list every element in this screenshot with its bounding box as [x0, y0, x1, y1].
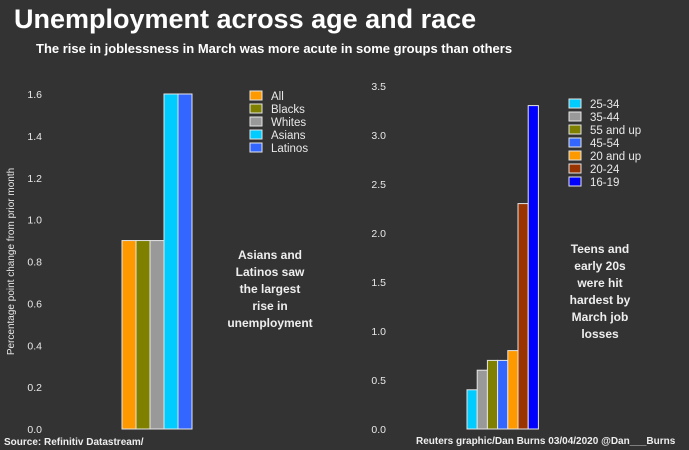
y-tick-label: 2.5 [371, 179, 386, 191]
y-tick-label: 1.6 [27, 89, 42, 101]
legend-label: Whites [271, 117, 306, 129]
y-tick-label: 0.8 [27, 257, 42, 269]
legend-swatch [568, 176, 582, 187]
legend-label: 20 and up [590, 151, 641, 163]
source-note: Source: Refinitiv Datastream/ [4, 437, 144, 448]
y-tick-label: 1.0 [27, 215, 42, 227]
legend-swatch [249, 103, 263, 114]
legend-swatch [249, 142, 263, 153]
legend-label: 35-44 [590, 112, 620, 124]
bar-asians [163, 93, 179, 430]
y-tick-label: 1.0 [371, 326, 386, 338]
legend-label: 20-24 [590, 164, 620, 176]
bar-55-and-up [486, 359, 499, 430]
bar-35-44 [476, 369, 488, 430]
annotation-line: Asians and [238, 248, 302, 262]
bar-20-and-up [507, 350, 519, 430]
bar-blacks [135, 240, 151, 430]
y-tick-label: 0.2 [27, 382, 42, 394]
bar-latinos [177, 93, 193, 430]
legend-label: Asians [271, 130, 306, 142]
y-tick-label: 0.5 [371, 375, 386, 387]
annotation-line: Latinos saw [236, 265, 305, 279]
legend-swatch [568, 150, 582, 161]
chart-subtitle: The rise in joblessness in March was mor… [36, 41, 513, 56]
y-tick-label: 3.0 [371, 130, 386, 142]
annotation-line: March job [572, 310, 629, 324]
bar-all [121, 240, 137, 430]
legend-swatch [568, 98, 582, 109]
legend-label: 55 and up [590, 125, 641, 137]
annotation-line: hardest by [570, 293, 631, 307]
annotation-line: were hit [576, 276, 622, 290]
legend-swatch [568, 124, 582, 135]
y-tick-label: 1.4 [27, 131, 42, 143]
legend-swatch [568, 137, 582, 148]
annotation-line: early 20s [574, 259, 626, 273]
y-tick-label: 2.0 [371, 228, 386, 240]
annotation-line: Teens and [571, 242, 629, 256]
annotation-line: rise in [252, 299, 287, 313]
legend-label: Blacks [271, 104, 305, 116]
y-tick-label: 0.0 [371, 424, 386, 436]
bar-16-19 [527, 105, 539, 430]
legend-swatch [249, 129, 263, 140]
bar-25-34 [466, 389, 478, 430]
legend-swatch [568, 163, 582, 174]
bar-20-24 [517, 203, 529, 430]
legend-label: 45-54 [590, 138, 620, 150]
y-tick-label: 1.2 [27, 173, 42, 185]
y-tick-label: 3.5 [371, 81, 386, 93]
bar-45-54 [497, 359, 509, 430]
annotation-line: the largest [240, 282, 301, 296]
annotation-line: unemployment [227, 316, 312, 330]
annotation-line: losses [581, 327, 619, 341]
chart-title: Unemployment across age and race [14, 4, 477, 34]
bar-whites [149, 240, 165, 430]
legend-label: 16-19 [590, 177, 619, 189]
legend-label: All [271, 91, 284, 103]
y-axis-label: Percentage point change from prior month [6, 168, 17, 355]
y-tick-label: 0.4 [27, 340, 42, 352]
legend-swatch [249, 116, 263, 127]
credit-note: Reuters graphic/Dan Burns 03/04/2020 @Da… [416, 436, 676, 447]
legend-swatch [568, 111, 582, 122]
legend-label: Latinos [271, 143, 308, 155]
y-tick-label: 1.5 [371, 277, 386, 289]
legend-swatch [249, 90, 263, 101]
y-tick-label: 0.0 [27, 424, 42, 436]
legend-label: 25-34 [590, 99, 620, 111]
y-tick-label: 0.6 [27, 298, 42, 310]
